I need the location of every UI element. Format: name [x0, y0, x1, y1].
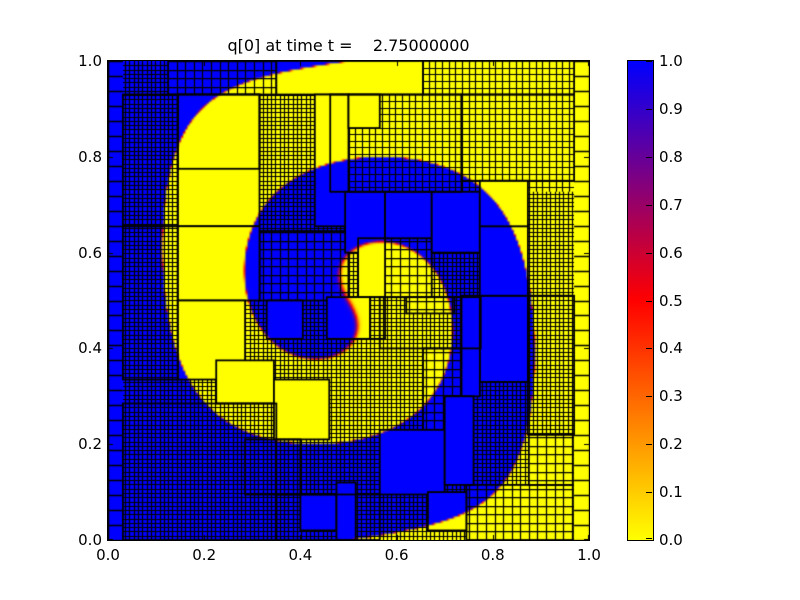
colorbar-tick-mark: [646, 538, 652, 539]
colorbar: [627, 60, 654, 541]
colorbar-tick-label: 0.5: [659, 291, 683, 310]
y-tick-label: 0.4: [78, 339, 102, 358]
colorbar-tick-mark: [646, 157, 652, 158]
colorbar-tick-label: 0.1: [659, 483, 683, 502]
colorbar-tick-mark: [646, 61, 652, 62]
colorbar-tick-label: 0.0: [659, 531, 683, 549]
y-tick-label: 0.8: [78, 147, 102, 166]
x-tick-label: 0.4: [288, 546, 313, 564]
x-tick-label: 0.2: [192, 546, 217, 564]
colorbar-tick-mark: [646, 348, 652, 349]
colorbar-tick-mark: [646, 253, 652, 254]
x-tick-label: 0.8: [480, 546, 505, 564]
colorbar-tick-mark: [646, 396, 652, 397]
colorbar-tick-label: 0.2: [659, 435, 683, 454]
y-tick-label: 0.0: [78, 531, 102, 549]
colorbar-tick-label: 0.8: [659, 147, 683, 166]
colorbar-tick-mark: [646, 301, 652, 302]
colorbar-tick-label: 0.3: [659, 387, 683, 406]
colorbar-tick-label: 0.9: [659, 99, 683, 118]
y-tick-label: 0.6: [78, 243, 102, 262]
x-tick-label: 0.6: [384, 546, 409, 564]
colorbar-gradient: [628, 61, 653, 540]
colorbar-tick-mark: [646, 492, 652, 493]
colorbar-tick-mark: [646, 444, 652, 445]
y-tick-label: 0.2: [78, 435, 102, 454]
colorbar-tick-label: 0.6: [659, 243, 683, 262]
colorbar-tick-label: 0.7: [659, 195, 683, 214]
heatmap-canvas: [108, 61, 589, 540]
y-tick-label: 1.0: [78, 52, 102, 70]
x-tick-label: 0.0: [96, 546, 120, 564]
plot-title: q[0] at time t = 2.75000000: [227, 36, 470, 55]
colorbar-tick-label: 1.0: [659, 52, 683, 70]
colorbar-tick-mark: [646, 109, 652, 110]
x-tick-label: 1.0: [577, 546, 601, 564]
plot-axes: [107, 60, 590, 541]
colorbar-tick-label: 0.4: [659, 339, 683, 358]
colorbar-tick-mark: [646, 205, 652, 206]
